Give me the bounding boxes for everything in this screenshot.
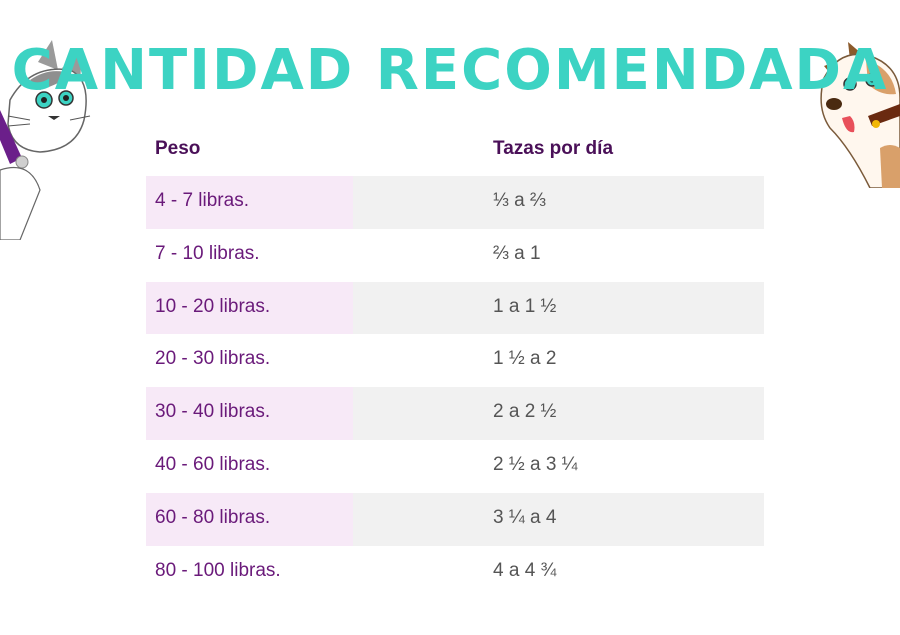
table-row: 20 - 30 libras. 1 ½ a 2 xyxy=(146,334,764,387)
table-row: 30 - 40 libras. 2 a 2 ½ xyxy=(146,387,764,440)
cups-cell: 1 ½ a 2 xyxy=(493,348,557,370)
weight-cell: 10 - 20 libras. xyxy=(155,295,271,317)
cups-cell: 2 a 2 ½ xyxy=(493,401,557,423)
feeding-table: Peso Tazas por día 4 - 7 libras. ⅓ a ⅔ 7… xyxy=(146,124,764,598)
cups-cell: 1 a 1 ½ xyxy=(493,295,557,317)
cat-mascot-icon xyxy=(0,40,91,240)
weight-cell: 30 - 40 libras. xyxy=(155,401,271,423)
table-row: 80 - 100 libras. 4 a 4 ¾ xyxy=(146,546,764,599)
weight-cell: 4 - 7 libras. xyxy=(155,190,249,211)
weight-cell: 60 - 80 libras. xyxy=(155,506,271,528)
weight-cell: 40 - 60 libras. xyxy=(155,453,271,475)
dog-mascot-icon xyxy=(820,42,900,188)
cups-cell: ⅓ a ⅔ xyxy=(493,190,546,211)
cups-cell: 2 ½ a 3 ¼ xyxy=(493,453,578,475)
cups-cell: 4 a 4 ¾ xyxy=(493,559,557,581)
table-row: 4 - 7 libras. ⅓ a ⅔ xyxy=(146,176,764,229)
table-row: 7 - 10 libras. ⅔ a 1 xyxy=(146,229,764,282)
weight-cell: 20 - 30 libras. xyxy=(155,348,271,370)
header-weight: Peso xyxy=(155,138,201,159)
table-row: 60 - 80 libras. 3 ¼ a 4 xyxy=(146,492,764,546)
cups-cell: 3 ¼ a 4 xyxy=(493,506,557,528)
cups-cell: ⅔ a 1 xyxy=(493,242,541,264)
page-title: CANTIDAD RECOMENDADA xyxy=(11,38,889,103)
table-row: 10 - 20 libras. 1 a 1 ½ xyxy=(146,281,764,335)
table-row: 40 - 60 libras. 2 ½ a 3 ¼ xyxy=(146,440,764,493)
table-header: Peso Tazas por día xyxy=(146,124,764,176)
weight-cell: 80 - 100 libras. xyxy=(155,559,281,581)
header-cups: Tazas por día xyxy=(493,138,614,159)
weight-cell: 7 - 10 libras. xyxy=(155,242,260,264)
